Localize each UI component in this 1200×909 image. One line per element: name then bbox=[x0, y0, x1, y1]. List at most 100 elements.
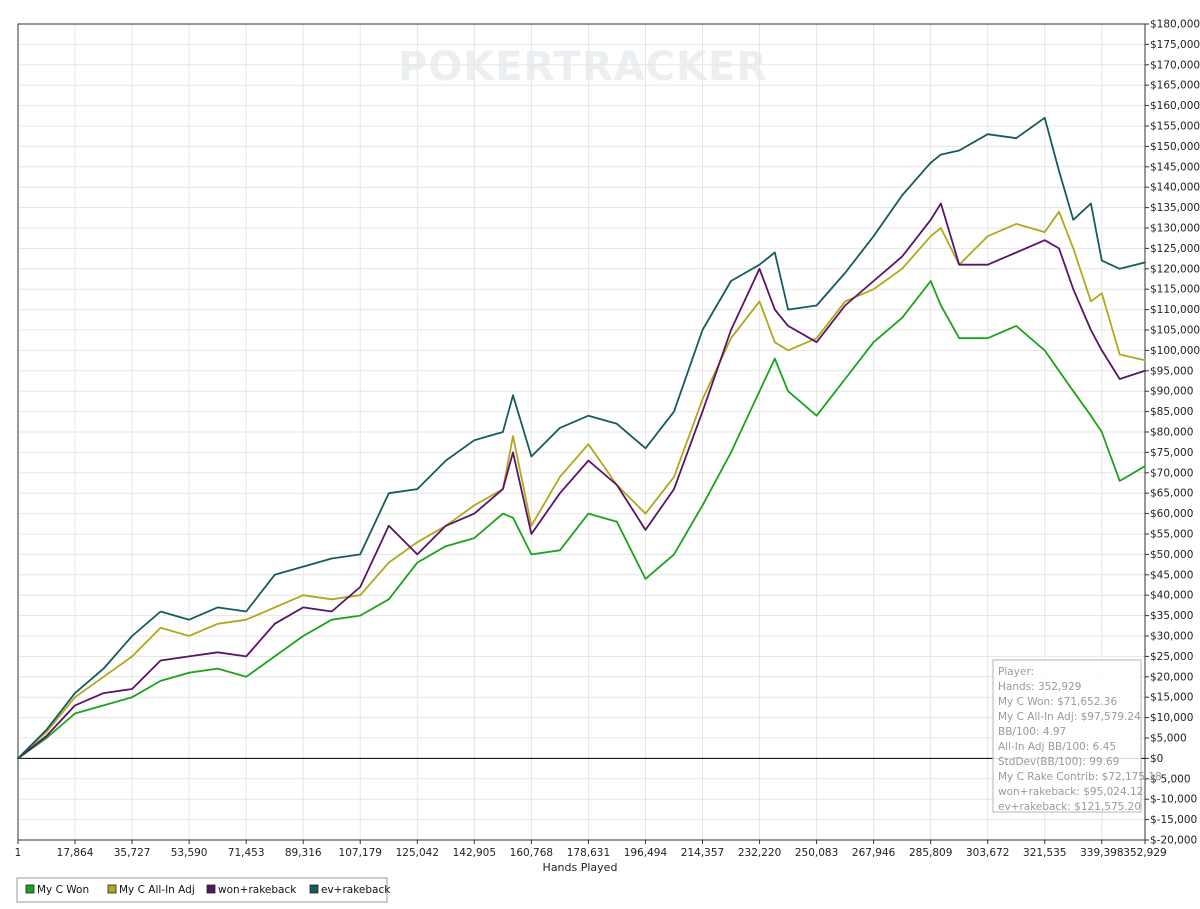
stats-line: StdDev(BB/100): 99.69 bbox=[998, 756, 1119, 768]
x-tick-label: 321,535 bbox=[1023, 847, 1066, 859]
stats-line: My C All-In Adj: $97,579.24 bbox=[998, 711, 1141, 723]
x-tick-label: 178,631 bbox=[567, 847, 610, 859]
y-tick-label: $10,000 bbox=[1150, 712, 1193, 724]
y-tick-label: $90,000 bbox=[1150, 386, 1193, 398]
stats-line: Hands: 352,929 bbox=[998, 681, 1081, 693]
y-tick-label: $30,000 bbox=[1150, 631, 1193, 643]
legend-label: My C All-In Adj bbox=[119, 884, 195, 896]
x-axis-title: Hands Played bbox=[543, 861, 618, 874]
y-tick-label: $-5,000 bbox=[1150, 773, 1191, 785]
x-tick-label: 125,042 bbox=[396, 847, 439, 859]
y-tick-label: $-15,000 bbox=[1150, 814, 1197, 826]
y-tick-label: $165,000 bbox=[1150, 80, 1200, 92]
y-tick-label: $80,000 bbox=[1150, 427, 1193, 439]
stats-box: Player: Hands: 352,929 My C Won: $71,652.3… bbox=[992, 659, 1162, 813]
legend-item[interactable]: My C All-In Adj bbox=[107, 884, 195, 896]
legend-swatch bbox=[206, 884, 216, 894]
x-tick-label: 71,453 bbox=[228, 847, 265, 859]
y-tick-label: $25,000 bbox=[1150, 651, 1193, 663]
legend: My C Won My C All-In Adj won+rakeback ev+ra… bbox=[16, 877, 391, 903]
x-tick-label: 267,946 bbox=[852, 847, 896, 859]
y-tick-label: $105,000 bbox=[1150, 325, 1200, 337]
stats-line: Player: bbox=[998, 666, 1034, 678]
x-tick-label: 196,494 bbox=[624, 847, 668, 859]
stats-line: won+rakeback: $95,024.12 bbox=[998, 786, 1143, 798]
y-tick-label: $85,000 bbox=[1150, 406, 1193, 418]
stats-line: My C Rake Contrib: $72,175.18 bbox=[998, 771, 1162, 783]
series-line-ev-rakeback bbox=[17, 116, 1146, 760]
y-tick-label: $130,000 bbox=[1150, 223, 1200, 235]
y-tick-label: $60,000 bbox=[1150, 508, 1193, 520]
x-tick-label: 89,316 bbox=[285, 847, 322, 859]
stats-lines: Player: Hands: 352,929 My C Won: $71,652.3… bbox=[998, 666, 1162, 813]
x-tick-label: 250,083 bbox=[795, 847, 838, 859]
x-tick-label: 285,809 bbox=[909, 847, 952, 859]
legend-label: won+rakeback bbox=[218, 884, 297, 896]
y-tick-label: $115,000 bbox=[1150, 284, 1200, 296]
legend-frame bbox=[16, 877, 388, 903]
legend-swatch bbox=[107, 884, 117, 894]
x-tick-label: 142,905 bbox=[453, 847, 496, 859]
x-tick-label: 35,727 bbox=[114, 847, 151, 859]
y-tick-label: $-20,000 bbox=[1150, 835, 1197, 847]
y-tick-label: $170,000 bbox=[1150, 59, 1200, 71]
legend-item[interactable]: My C Won bbox=[25, 884, 89, 896]
y-tick-label: $135,000 bbox=[1150, 202, 1200, 214]
legend-items: My C Won My C All-In Adj won+rakeback ev+ra… bbox=[25, 884, 391, 896]
y-tick-label: $75,000 bbox=[1150, 447, 1193, 459]
stats-line: BB/100: 4.97 bbox=[998, 726, 1066, 738]
legend-label: My C Won bbox=[37, 884, 89, 896]
y-tick-label: $125,000 bbox=[1150, 243, 1200, 255]
y-tick-label: $40,000 bbox=[1150, 590, 1193, 602]
y-tick-label: $65,000 bbox=[1150, 488, 1193, 500]
x-tick-label: 160,768 bbox=[510, 847, 553, 859]
y-tick-label: $70,000 bbox=[1150, 467, 1193, 479]
stats-line: All-In Adj BB/100: 6.45 bbox=[998, 741, 1116, 753]
x-tick-label: 303,672 bbox=[966, 847, 1009, 859]
series-line-my-c-all-in-adj bbox=[17, 210, 1146, 760]
series-line-won-rakeback bbox=[17, 202, 1146, 760]
y-tick-label: $35,000 bbox=[1150, 610, 1193, 622]
x-tick-label: 214,357 bbox=[681, 847, 724, 859]
legend-item[interactable]: ev+rakeback bbox=[309, 884, 391, 896]
legend-swatch bbox=[309, 884, 319, 894]
y-tick-label: $145,000 bbox=[1150, 161, 1200, 173]
y-tick-label: $0 bbox=[1150, 753, 1163, 765]
y-tick-label: $155,000 bbox=[1150, 121, 1200, 133]
y-tick-label: $45,000 bbox=[1150, 569, 1193, 581]
stats-line: ev+rakeback: $121,575.20 bbox=[998, 801, 1141, 813]
x-tick-label: 339,398 bbox=[1080, 847, 1123, 859]
y-tick-label: $110,000 bbox=[1150, 304, 1200, 316]
series-line-my-c-won bbox=[17, 280, 1146, 760]
y-tick-label: $100,000 bbox=[1150, 345, 1200, 357]
y-tick-label: $20,000 bbox=[1150, 671, 1193, 683]
y-tick-label: $175,000 bbox=[1150, 39, 1200, 51]
y-tick-label: $140,000 bbox=[1150, 182, 1200, 194]
y-tick-label: $-10,000 bbox=[1150, 794, 1197, 806]
y-tick-label: $150,000 bbox=[1150, 141, 1200, 153]
x-tick-label: 107,179 bbox=[339, 847, 382, 859]
x-tick-label: 232,220 bbox=[738, 847, 781, 859]
x-tick-label: 53,590 bbox=[171, 847, 208, 859]
stats-line: My C Won: $71,652.36 bbox=[998, 696, 1117, 708]
y-tick-label: $15,000 bbox=[1150, 692, 1193, 704]
y-tick-label: $180,000 bbox=[1150, 19, 1200, 31]
x-tick-label: 1 bbox=[15, 847, 22, 859]
legend-swatch bbox=[25, 884, 35, 894]
series-lines bbox=[17, 116, 1146, 760]
watermark: POKERTRACKER bbox=[398, 44, 768, 90]
y-tick-label: $120,000 bbox=[1150, 263, 1200, 275]
y-tick-label: $5,000 bbox=[1150, 733, 1187, 745]
gridlines bbox=[17, 23, 1146, 841]
x-tick-label: 352,929 bbox=[1123, 847, 1166, 859]
y-tick-label: $160,000 bbox=[1150, 100, 1200, 112]
legend-item[interactable]: won+rakeback bbox=[206, 884, 297, 896]
y-tick-label: $50,000 bbox=[1150, 549, 1193, 561]
y-axis: $-20,000 $-15,000 $-10,000 $-5,000 $0 $5,000 $… bbox=[1145, 19, 1200, 847]
y-tick-label: $55,000 bbox=[1150, 529, 1193, 541]
y-tick-label: $95,000 bbox=[1150, 365, 1193, 377]
stats-box-frame bbox=[992, 659, 1142, 813]
legend-label: ev+rakeback bbox=[321, 884, 391, 896]
x-axis: 1 17,864 35,727 53,590 71,453 89,316 107,179 12… bbox=[15, 840, 1167, 859]
